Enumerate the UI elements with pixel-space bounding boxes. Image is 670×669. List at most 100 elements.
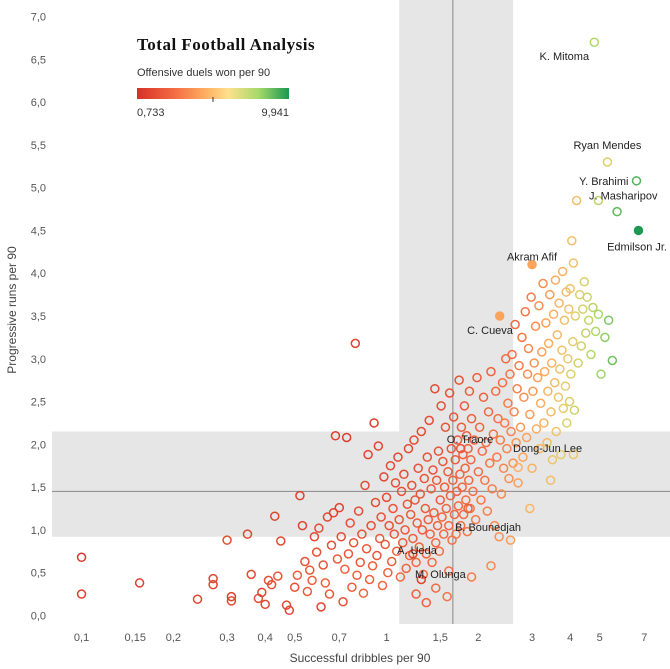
- data-point: [300, 556, 310, 567]
- data-points: [76, 195, 618, 616]
- data-point: [463, 475, 474, 486]
- data-point: [523, 343, 534, 354]
- data-point: [397, 537, 408, 548]
- data-point: [76, 552, 87, 563]
- data-point: [410, 495, 420, 505]
- data-point: [340, 564, 350, 574]
- data-point: [385, 460, 396, 471]
- data-point: [547, 454, 558, 465]
- x-tick-label: 0,4: [258, 632, 273, 644]
- data-point: [281, 600, 292, 610]
- player-label: M. Olunga: [415, 569, 467, 581]
- y-tick-label: 5,0: [31, 183, 46, 195]
- data-point: [260, 599, 270, 610]
- data-point: [343, 549, 354, 559]
- data-point: [546, 407, 556, 417]
- data-point: [355, 557, 366, 568]
- x-tick-label: 0,7: [332, 632, 347, 644]
- data-point: [276, 536, 286, 546]
- data-point: [480, 475, 490, 486]
- data-point: [395, 572, 406, 582]
- data-point: [582, 292, 592, 302]
- data-point: [416, 426, 427, 437]
- data-point: [478, 392, 489, 403]
- data-point: [451, 529, 461, 539]
- data-point: [311, 547, 322, 557]
- data-point: [436, 401, 446, 411]
- data-point: [401, 563, 411, 574]
- data-point: [434, 546, 445, 557]
- data-point: [501, 354, 511, 364]
- data-point: [568, 449, 579, 460]
- data-point: [429, 508, 439, 518]
- data-point: [564, 396, 575, 407]
- data-point: [437, 512, 447, 522]
- data-point: [435, 495, 445, 505]
- data-point: [134, 578, 145, 588]
- data-point: [332, 554, 343, 564]
- data-point: [492, 452, 502, 462]
- data-point: [458, 449, 468, 460]
- data-point: [448, 412, 459, 422]
- data-point: [525, 409, 535, 420]
- data-point: [469, 435, 480, 445]
- data-point: [545, 475, 556, 486]
- data-point: [596, 369, 606, 379]
- data-point: [314, 523, 324, 533]
- data-point: [338, 597, 348, 607]
- data-point: [600, 332, 610, 343]
- data-point: [347, 582, 357, 592]
- data-point: [554, 298, 564, 308]
- data-point: [559, 315, 570, 326]
- data-point: [369, 418, 379, 428]
- data-point: [552, 330, 563, 340]
- data-point: [439, 482, 450, 492]
- data-point: [511, 437, 521, 448]
- data-point: [348, 537, 359, 548]
- data-point: [366, 520, 376, 531]
- data-point: [192, 594, 203, 604]
- data-point: [328, 508, 339, 518]
- brand-logo-text: Total Football Analysis: [137, 35, 315, 54]
- y-axis-ticks: 0,0 0,5 1,0 1,5 2,0 2,5 3,0 3,5 4,0 4,5 5,0 5,5 6,0 6…: [31, 12, 46, 623]
- data-point: [422, 452, 433, 462]
- data-point: [289, 582, 300, 592]
- data-point: [557, 345, 567, 355]
- data-point: [441, 503, 452, 514]
- data-point: [518, 452, 528, 462]
- data-point: [363, 449, 373, 460]
- data-point: [426, 484, 436, 494]
- data-point: [496, 489, 507, 499]
- data-point: [532, 372, 543, 383]
- data-point: [273, 571, 283, 581]
- data-point: [530, 321, 541, 332]
- data-point: [388, 503, 398, 514]
- data-point: [402, 499, 413, 509]
- data-point: [452, 435, 463, 445]
- data-point: [537, 347, 547, 357]
- data-point: [558, 403, 569, 414]
- data-point: [430, 383, 440, 394]
- data-point: [242, 529, 253, 539]
- data-point: [341, 432, 352, 443]
- x-tick-label: 0,3: [219, 632, 234, 644]
- y-tick-label: 4,0: [31, 268, 46, 280]
- data-point: [520, 306, 531, 317]
- x-tick-label: 0,1: [74, 632, 89, 644]
- data-point: [483, 407, 494, 417]
- x-tick-label: 2: [475, 632, 481, 644]
- data-point: [526, 292, 536, 302]
- legend-max-label: 9,941: [261, 107, 289, 119]
- data-point: [334, 502, 345, 513]
- x-tick-label: 1,5: [433, 632, 448, 644]
- y-tick-label: 1,5: [31, 482, 46, 494]
- data-point: [550, 275, 561, 285]
- x-tick-label: 0,5: [287, 632, 302, 644]
- data-point: [468, 486, 478, 497]
- data-point: [318, 560, 328, 570]
- data-point: [519, 392, 529, 403]
- data-point: [486, 561, 496, 571]
- data-point: [462, 526, 473, 537]
- data-point: [373, 441, 384, 451]
- data-point: [428, 465, 438, 475]
